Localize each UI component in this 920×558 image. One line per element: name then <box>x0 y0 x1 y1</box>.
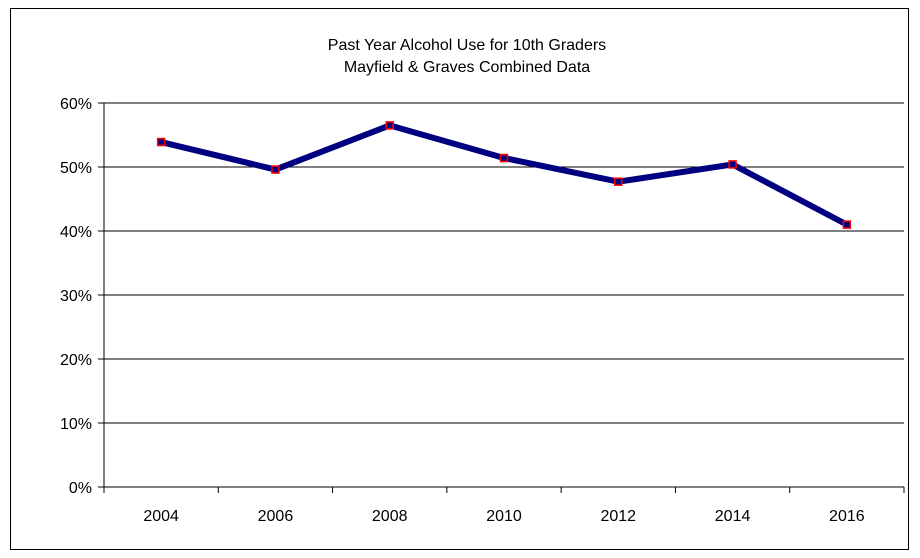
y-tick-label: 60% <box>60 96 92 113</box>
y-tick-label: 30% <box>60 288 92 305</box>
data-point <box>271 165 280 174</box>
gridlines <box>104 102 904 424</box>
y-tick-label: 40% <box>60 224 92 241</box>
x-tick-label: 2010 <box>486 508 522 525</box>
data-point <box>156 137 166 147</box>
data-point <box>728 160 737 169</box>
x-axis-ticks: 2004 2006 2008 2010 2012 2014 2016 <box>103 487 905 525</box>
chart-frame <box>10 8 909 550</box>
chart-title: Past Year Alcohol Use for 10th Graders <box>328 37 606 54</box>
series <box>156 121 852 229</box>
data-point <box>385 121 394 130</box>
x-tick-label: 2014 <box>715 508 751 525</box>
data-point <box>842 220 852 229</box>
series-line <box>158 122 850 228</box>
x-tick-label: 2008 <box>372 508 408 525</box>
x-tick-label: 2004 <box>143 508 179 525</box>
chart-subtitle: Mayfield & Graves Combined Data <box>344 59 590 76</box>
data-point <box>499 153 509 163</box>
data-point <box>614 177 623 186</box>
x-tick-label: 2006 <box>258 508 294 525</box>
x-tick-label: 2016 <box>829 508 865 525</box>
x-tick-label: 2012 <box>600 508 636 525</box>
y-tick-label: 50% <box>60 160 92 177</box>
y-tick-label: 20% <box>60 352 92 369</box>
y-tick-label: 0% <box>69 480 92 497</box>
y-tick-label: 10% <box>60 416 92 433</box>
y-axis-ticks: 0% 10% 20% 30% 40% 50% 60% <box>60 96 104 497</box>
